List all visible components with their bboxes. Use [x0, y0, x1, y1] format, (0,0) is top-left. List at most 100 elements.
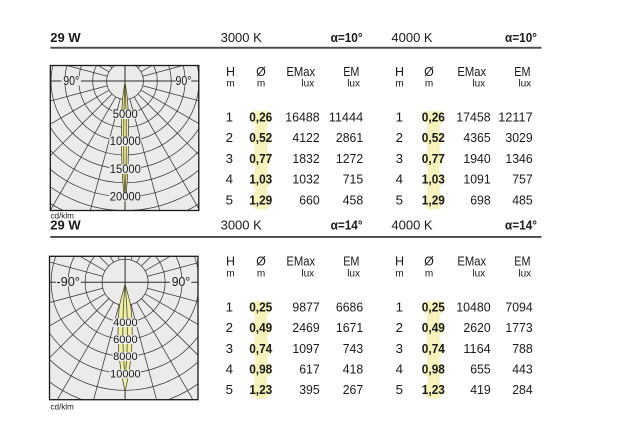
svg-text:1773: 1773 [505, 320, 532, 335]
svg-text:1097: 1097 [292, 341, 319, 356]
svg-text:15000: 15000 [110, 162, 141, 176]
svg-text:1,23: 1,23 [249, 382, 272, 397]
svg-text:1940: 1940 [463, 151, 490, 166]
svg-text:EMax: EMax [286, 65, 315, 79]
svg-text:2: 2 [226, 320, 233, 335]
svg-text:5: 5 [396, 193, 403, 208]
svg-text:m: m [257, 268, 265, 279]
svg-text:485: 485 [512, 193, 533, 208]
svg-text:458: 458 [343, 193, 364, 208]
svg-text:α=14°: α=14° [331, 218, 363, 233]
svg-text:2469: 2469 [292, 320, 319, 335]
svg-text:10000: 10000 [110, 368, 141, 380]
svg-text:4122: 4122 [292, 130, 319, 145]
svg-text:-90°: -90° [56, 274, 80, 289]
svg-text:EM: EM [343, 65, 359, 79]
svg-text:m: m [425, 268, 433, 279]
svg-text:3: 3 [396, 341, 403, 356]
svg-text:16488: 16488 [285, 109, 320, 124]
svg-text:5: 5 [226, 382, 233, 397]
svg-text:788: 788 [512, 341, 533, 356]
svg-text:Ø: Ø [424, 255, 434, 269]
svg-text:660: 660 [299, 193, 320, 208]
svg-text:4365: 4365 [463, 130, 490, 145]
svg-text:lux: lux [518, 78, 531, 89]
svg-text:2: 2 [396, 130, 403, 145]
svg-text:cd/klm: cd/klm [51, 210, 74, 220]
svg-text:lux: lux [347, 78, 360, 89]
svg-text:α=14°: α=14° [505, 218, 537, 233]
svg-text:Ø: Ø [256, 65, 266, 79]
svg-text:H: H [395, 65, 404, 79]
svg-text:0,98: 0,98 [249, 361, 272, 376]
svg-text:cd/klm: cd/klm [50, 402, 73, 412]
svg-text:2861: 2861 [336, 130, 363, 145]
svg-text:m: m [257, 78, 265, 89]
svg-text:m: m [395, 78, 403, 89]
svg-text:0,74: 0,74 [249, 341, 273, 356]
svg-text:6000: 6000 [113, 334, 138, 346]
svg-text:Ø: Ø [256, 255, 266, 269]
svg-text:lux: lux [301, 78, 314, 89]
svg-text:2: 2 [226, 130, 233, 145]
svg-text:1: 1 [396, 300, 403, 315]
svg-text:29 W: 29 W [50, 218, 81, 233]
svg-text:EMax: EMax [457, 255, 486, 269]
svg-text:0,25: 0,25 [249, 300, 273, 315]
svg-text:9877: 9877 [292, 300, 319, 315]
svg-text:1: 1 [226, 300, 233, 315]
svg-text:0,74: 0,74 [422, 341, 446, 356]
svg-text:m: m [226, 268, 234, 279]
svg-text:3: 3 [396, 151, 403, 166]
svg-text:lux: lux [472, 78, 485, 89]
svg-text:715: 715 [343, 172, 364, 187]
svg-text:757: 757 [512, 172, 533, 187]
svg-text:H: H [226, 65, 235, 79]
svg-text:90°: 90° [176, 73, 192, 88]
svg-text:3000 K: 3000 K [221, 218, 263, 233]
svg-text:m: m [425, 78, 433, 89]
svg-text:10000: 10000 [110, 134, 141, 148]
svg-text:0,25: 0,25 [422, 300, 446, 315]
svg-text:EMax: EMax [457, 65, 486, 79]
svg-text:1032: 1032 [292, 172, 319, 187]
svg-text:1: 1 [226, 109, 233, 124]
svg-text:EM: EM [514, 255, 530, 269]
svg-text:7094: 7094 [505, 300, 532, 315]
svg-text:1,29: 1,29 [422, 193, 445, 208]
svg-text:4000 K: 4000 K [391, 30, 433, 45]
svg-text:1: 1 [396, 109, 403, 124]
svg-text:1091: 1091 [463, 172, 490, 187]
svg-text:2: 2 [396, 320, 403, 335]
svg-text:lux: lux [518, 268, 531, 279]
svg-text:1832: 1832 [292, 151, 319, 166]
svg-text:0,49: 0,49 [422, 320, 445, 335]
svg-text:655: 655 [470, 361, 491, 376]
svg-text:α=10°: α=10° [331, 30, 363, 45]
svg-text:1671: 1671 [336, 320, 363, 335]
svg-text:Ø: Ø [424, 65, 434, 79]
svg-text:0,26: 0,26 [249, 109, 272, 124]
svg-text:EM: EM [514, 65, 530, 79]
svg-text:3000 K: 3000 K [221, 30, 263, 45]
svg-text:617: 617 [299, 361, 320, 376]
svg-text:10480: 10480 [456, 300, 491, 315]
svg-text:4: 4 [396, 361, 403, 376]
svg-text:0,49: 0,49 [249, 320, 272, 335]
svg-text:3: 3 [226, 151, 233, 166]
svg-text:1,03: 1,03 [422, 172, 445, 187]
svg-text:90°: 90° [63, 73, 79, 88]
svg-text:lux: lux [347, 268, 360, 279]
svg-text:17458: 17458 [456, 109, 491, 124]
svg-text:0,77: 0,77 [249, 151, 272, 166]
svg-text:EM: EM [343, 255, 359, 269]
svg-text:4000: 4000 [113, 317, 138, 329]
svg-text:6686: 6686 [336, 300, 363, 315]
svg-text:α=10°: α=10° [505, 30, 537, 45]
svg-text:3: 3 [226, 341, 233, 356]
svg-text:418: 418 [343, 361, 364, 376]
svg-text:419: 419 [470, 382, 491, 397]
svg-text:1,03: 1,03 [249, 172, 272, 187]
svg-text:1,29: 1,29 [249, 193, 272, 208]
svg-text:743: 743 [343, 341, 364, 356]
